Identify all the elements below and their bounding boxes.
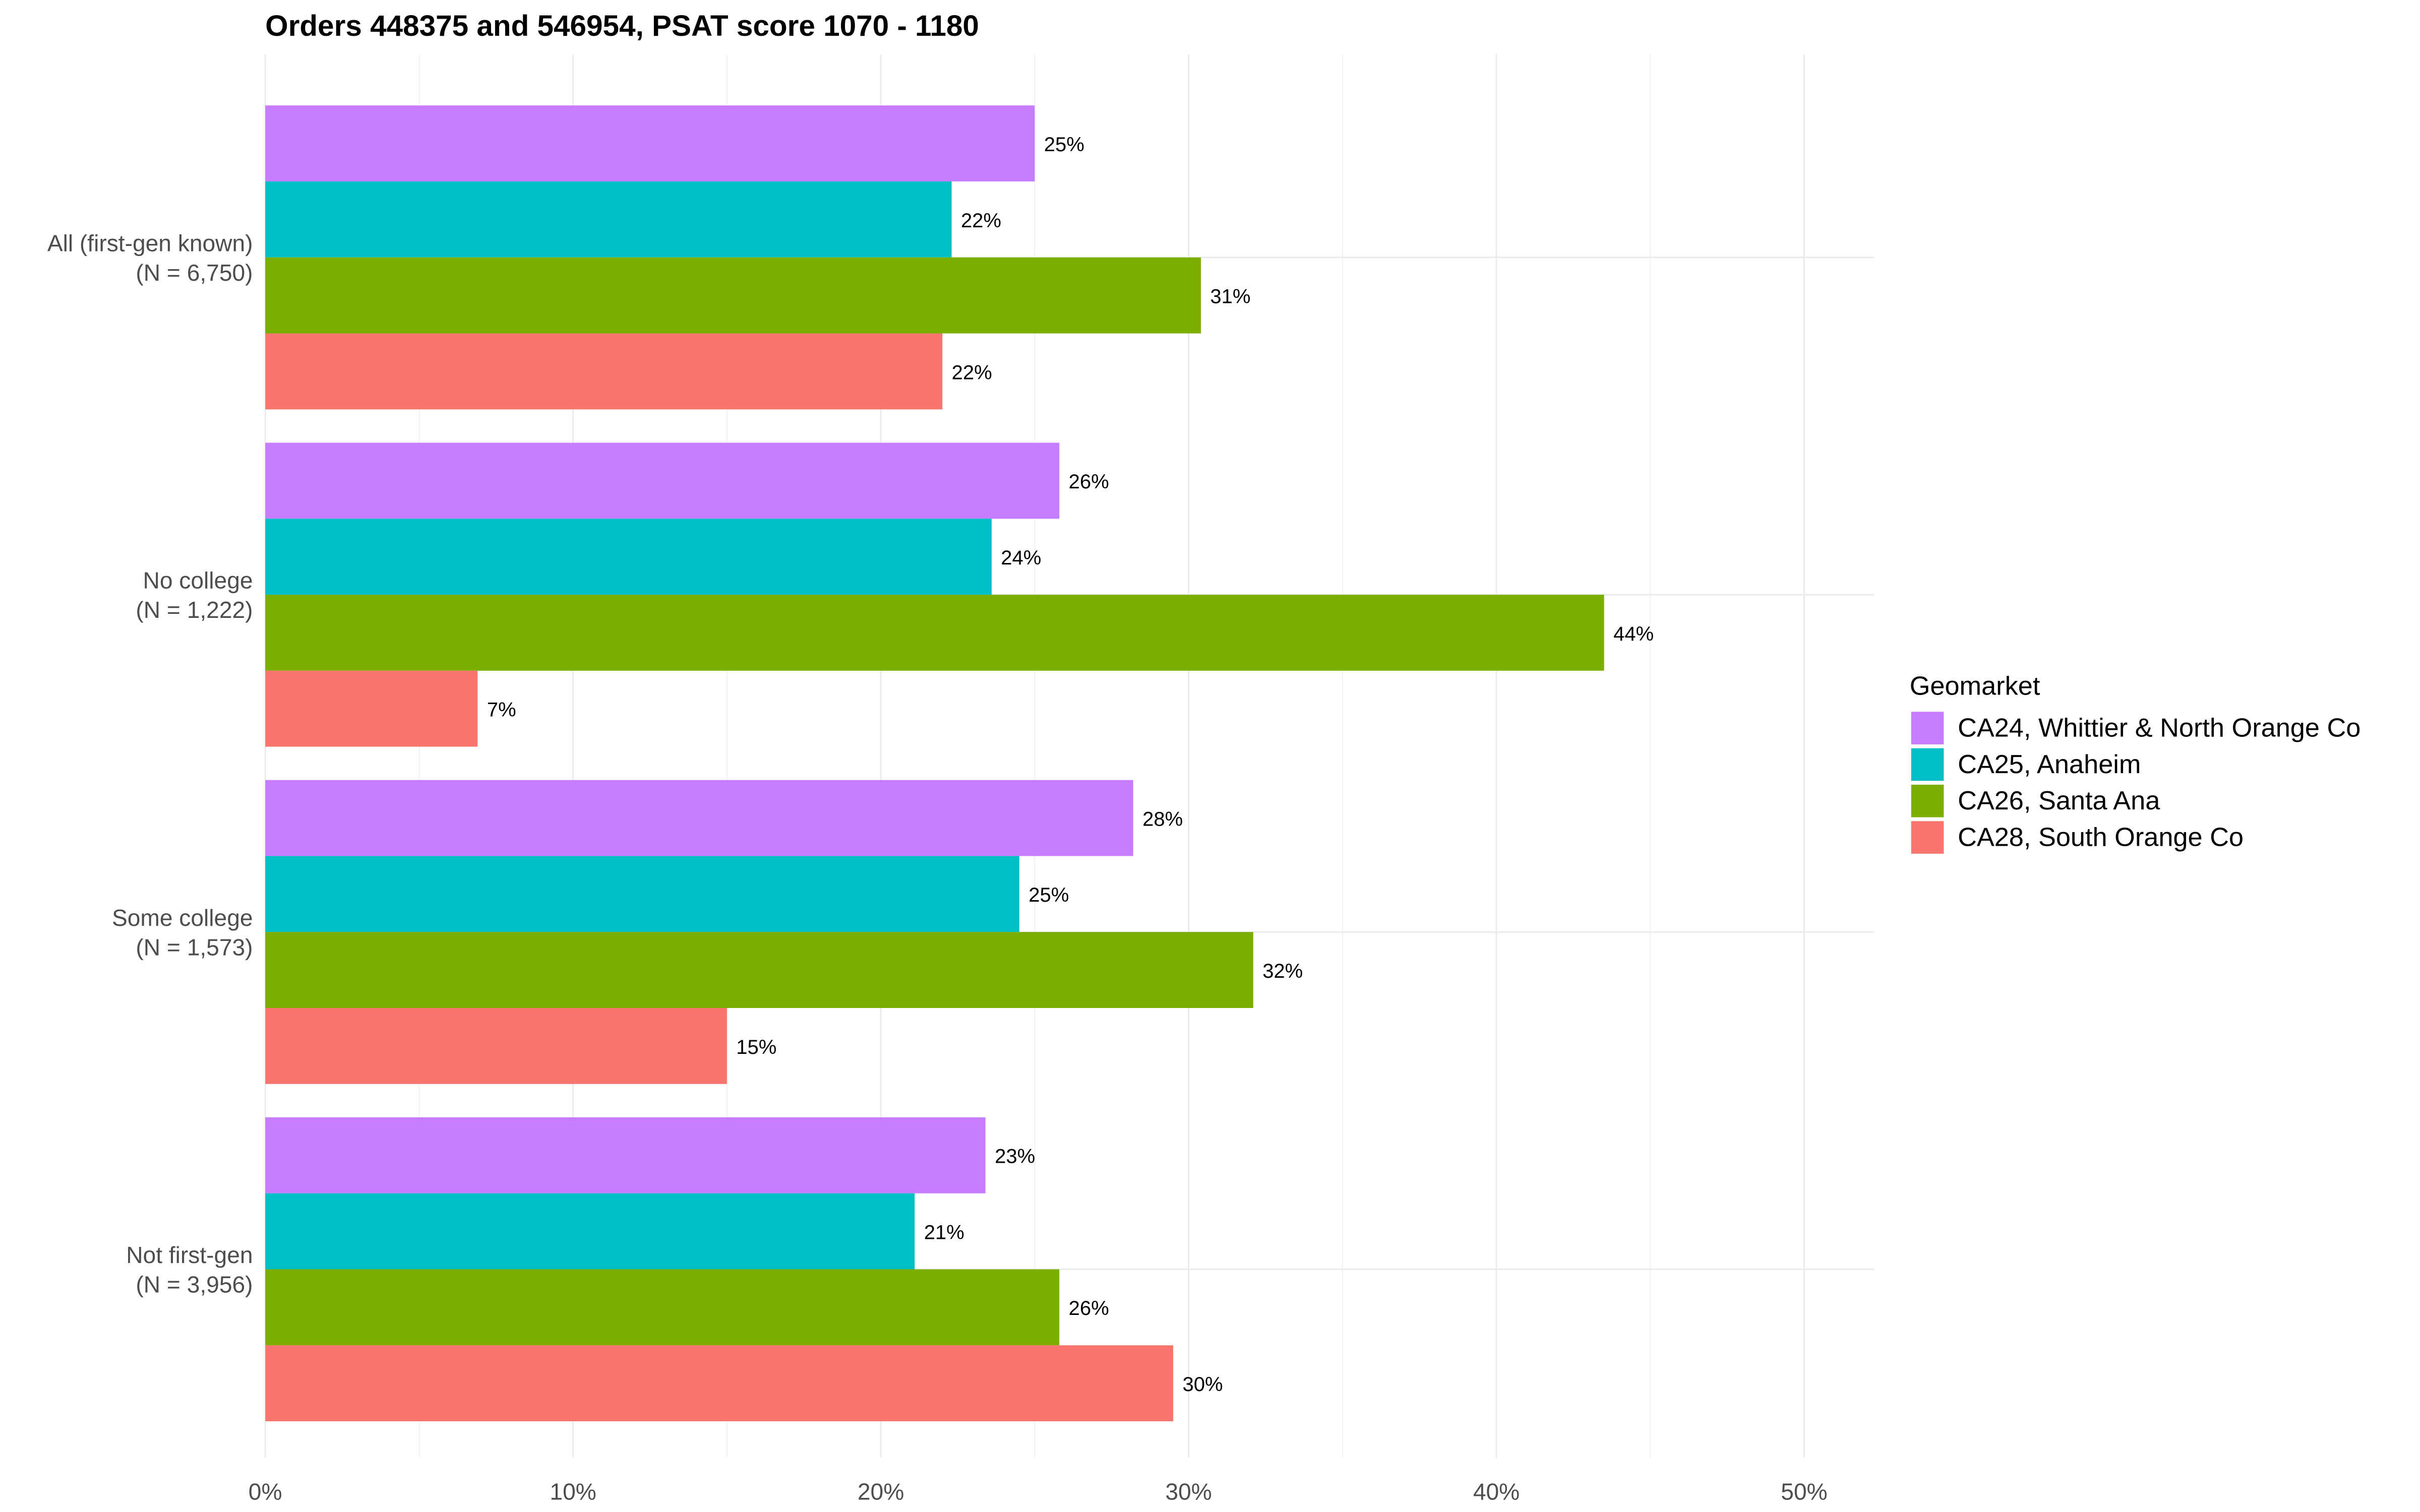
legend-swatch: [1911, 748, 1944, 781]
bar: [265, 257, 1201, 334]
y-axis: All (first-gen known) (N = 6,750) No colle…: [47, 230, 253, 1297]
x-tick-label: 20%: [858, 1478, 904, 1504]
y-tick-label: (N = 1,573): [136, 934, 253, 960]
data-label: 32%: [1262, 960, 1303, 982]
bar: [265, 595, 1604, 671]
x-tick-label: 50%: [1781, 1478, 1827, 1504]
data-label: 31%: [1210, 286, 1250, 308]
data-label: 26%: [1069, 1297, 1109, 1319]
data-label: 25%: [1044, 134, 1084, 156]
data-labels: 25% 22% 31% 22% 26% 24% 44% 7% 28% 25% 32% 15% 23% 21…: [487, 134, 1654, 1396]
legend-title: Geomarket: [1910, 671, 2040, 701]
data-label: 30%: [1182, 1373, 1223, 1396]
data-label: 21%: [924, 1221, 964, 1243]
bar: [265, 519, 992, 595]
bar: [265, 333, 943, 410]
bar: [265, 856, 1019, 932]
y-tick-label: Some college: [112, 905, 253, 931]
bar: [265, 932, 1253, 1008]
data-label: 23%: [995, 1146, 1035, 1168]
bar: [265, 1345, 1174, 1421]
x-tick-label: 10%: [550, 1478, 596, 1504]
legend-item-label: CA25, Anaheim: [1958, 750, 2141, 779]
legend: Geomarket CA24, Whittier & North Orange …: [1910, 671, 2361, 854]
bar: [265, 1193, 915, 1270]
bar: [265, 1117, 986, 1193]
data-label: 15%: [736, 1036, 776, 1058]
x-tick-label: 0%: [249, 1478, 282, 1504]
y-tick-label: (N = 6,750): [136, 260, 253, 286]
x-axis: 0% 10% 20% 30% 40% 50%: [249, 1478, 1828, 1504]
legend-swatch: [1911, 821, 1944, 854]
y-tick-label: No college: [143, 568, 253, 594]
y-tick-label: (N = 3,956): [136, 1272, 253, 1298]
data-label: 28%: [1142, 808, 1183, 830]
bar: [265, 443, 1060, 519]
bar: [265, 1008, 727, 1084]
data-label: 7%: [487, 699, 516, 721]
data-label: 44%: [1613, 623, 1654, 645]
x-tick-label: 30%: [1165, 1478, 1212, 1504]
y-tick-label: All (first-gen known): [47, 230, 253, 256]
legend-item-label: CA26, Santa Ana: [1958, 786, 2160, 815]
bar: [265, 105, 1035, 181]
legend-swatch: [1911, 712, 1944, 744]
bar: [265, 181, 952, 258]
x-tick-label: 40%: [1473, 1478, 1520, 1504]
data-label: 22%: [952, 361, 992, 384]
data-label: 26%: [1069, 471, 1109, 493]
data-label: 24%: [1001, 547, 1041, 569]
data-label: 25%: [1028, 884, 1069, 906]
bar: [265, 780, 1133, 856]
legend-item-label: CA28, South Orange Co: [1958, 823, 2244, 852]
data-label: 22%: [961, 210, 1001, 232]
legend-swatch: [1911, 784, 1944, 817]
y-tick-label: (N = 1,222): [136, 597, 253, 623]
legend-item-label: CA24, Whittier & North Orange Co: [1958, 714, 2361, 743]
y-tick-label: Not first-gen: [126, 1242, 253, 1268]
chart-title: Orders 448375 and 546954, PSAT score 107…: [265, 10, 979, 42]
bar: [265, 1269, 1060, 1346]
bar: [265, 670, 478, 747]
bars: [265, 105, 1604, 1421]
